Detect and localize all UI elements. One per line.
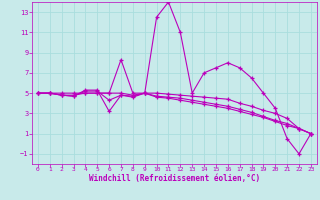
X-axis label: Windchill (Refroidissement éolien,°C): Windchill (Refroidissement éolien,°C) [89,174,260,183]
